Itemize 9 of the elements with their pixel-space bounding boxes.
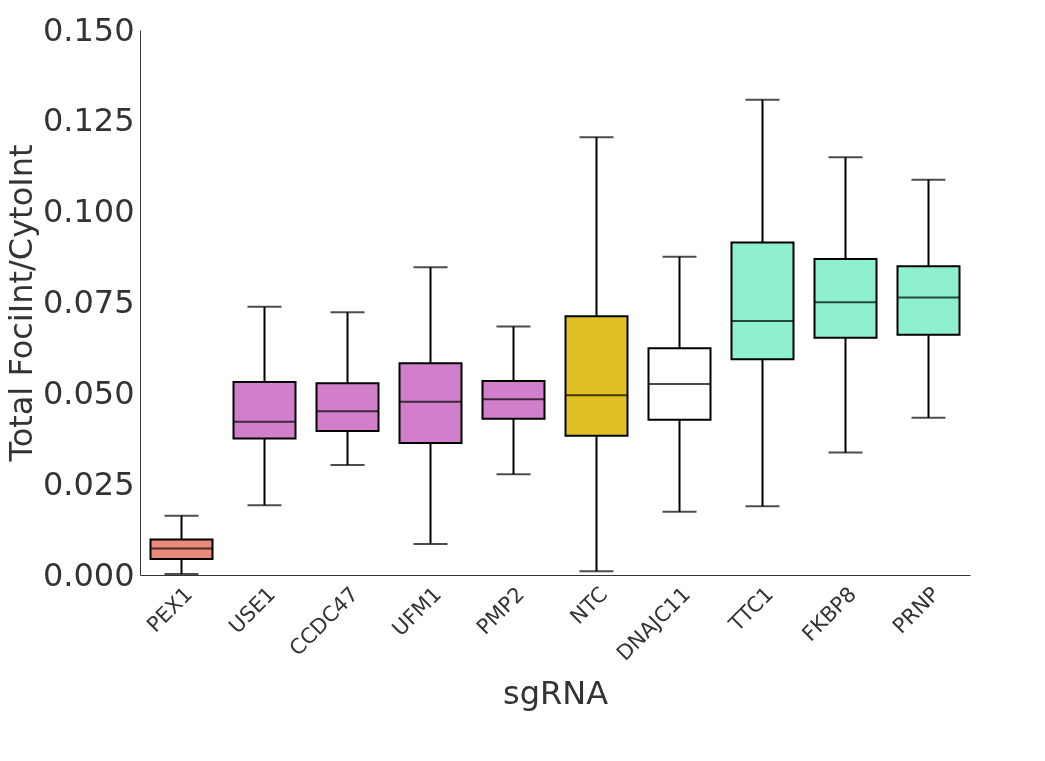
y-tick-label: 0.025 bbox=[42, 464, 135, 503]
y-tick-label: 0.000 bbox=[42, 555, 135, 594]
y-tick-label: 0.050 bbox=[42, 373, 135, 412]
x-axis-title: sgRNA bbox=[502, 673, 609, 712]
y-tick-label: 0.100 bbox=[42, 192, 135, 231]
y-tick-label: 0.125 bbox=[42, 101, 135, 140]
y-axis-title: Total FociInt/CytoInt bbox=[1, 144, 40, 463]
y-tick-label: 0.075 bbox=[42, 283, 135, 321]
y-tick-label: 0.150 bbox=[42, 10, 135, 49]
